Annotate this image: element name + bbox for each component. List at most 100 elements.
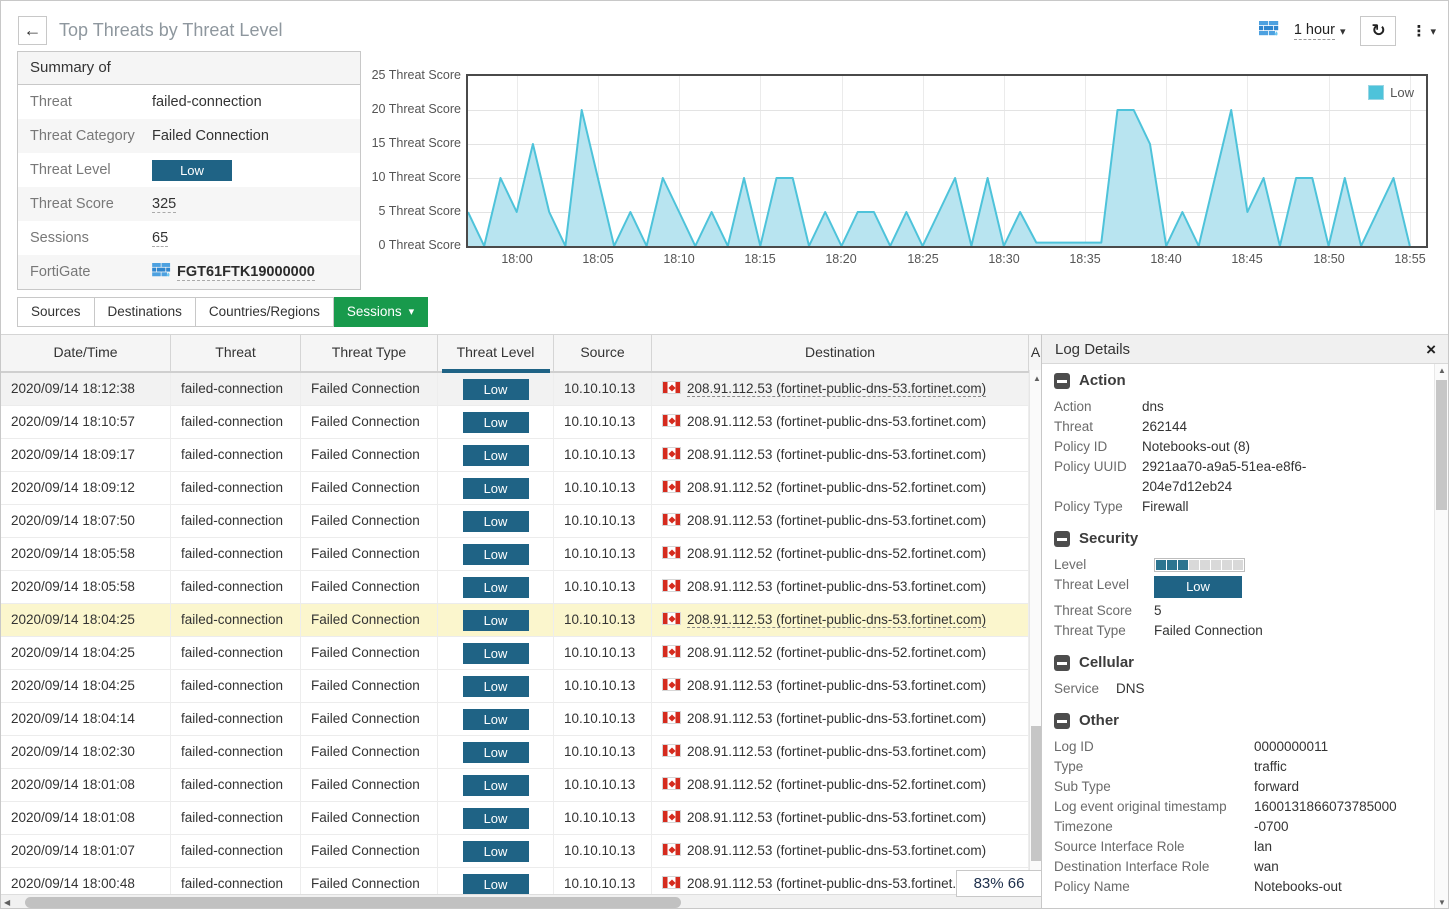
- table-horizontal-scrollbar[interactable]: ◀: [1, 894, 1043, 908]
- destination-link[interactable]: 208.91.112.53 (fortinet-public-dns-53.fo…: [687, 447, 987, 462]
- collapse-section-icon[interactable]: [1054, 654, 1070, 671]
- collapse-section-icon[interactable]: [1054, 712, 1070, 729]
- field-label: Threat Category: [30, 128, 135, 144]
- destination-link[interactable]: 208.91.112.53 (fortinet-public-dns-53.fo…: [687, 744, 987, 759]
- column-header-threat-level[interactable]: Threat Level: [438, 335, 554, 371]
- cell-datetime: 2020/09/14 18:09:17: [1, 439, 171, 471]
- field-label: Timezone: [1054, 819, 1113, 834]
- table-row[interactable]: 2020/09/14 18:09:12 failed-connection Fa…: [1, 472, 1043, 505]
- destination-link[interactable]: 208.91.112.53 (fortinet-public-dns-53.fo…: [687, 414, 987, 429]
- table-row[interactable]: 2020/09/14 18:01:08 failed-connection Fa…: [1, 802, 1043, 835]
- tab-sessions[interactable]: Sessions ▾: [333, 297, 429, 327]
- scroll-up-icon[interactable]: ▲: [1438, 366, 1446, 375]
- scrollbar-thumb[interactable]: [25, 897, 681, 908]
- log-detail-row: Action dns: [1054, 397, 1435, 417]
- table-row[interactable]: 2020/09/14 18:04:25 failed-connection Fa…: [1, 637, 1043, 670]
- destination-link[interactable]: 208.91.112.53 (fortinet-public-dns-53.fo…: [687, 381, 987, 397]
- scrollbar-thumb[interactable]: [1436, 380, 1447, 510]
- table-row[interactable]: 2020/09/14 18:05:58 failed-connection Fa…: [1, 538, 1043, 571]
- table-row[interactable]: 2020/09/14 18:12:38 failed-connection Fa…: [1, 373, 1043, 406]
- back-button[interactable]: ←: [18, 16, 47, 45]
- table-row[interactable]: 2020/09/14 18:09:17 failed-connection Fa…: [1, 439, 1043, 472]
- field-value: forward: [1254, 779, 1300, 794]
- cell-threat-type: Failed Connection: [301, 637, 438, 669]
- column-header-threat[interactable]: Threat: [171, 335, 301, 371]
- gridline: [1003, 76, 1005, 246]
- threat-level-badge: Low: [462, 543, 529, 565]
- field-label: Log ID: [1054, 739, 1094, 754]
- table-row[interactable]: 2020/09/14 18:02:30 failed-connection Fa…: [1, 736, 1043, 769]
- cell-source: 10.10.10.13: [554, 835, 652, 867]
- time-range-dropdown[interactable]: 1 hour ▾: [1293, 22, 1345, 40]
- chart-legend[interactable]: Low: [1368, 85, 1414, 100]
- destination-link[interactable]: 208.91.112.53 (fortinet-public-dns-53.fo…: [687, 810, 987, 825]
- table-row[interactable]: 2020/09/14 18:01:07 failed-connection Fa…: [1, 835, 1043, 868]
- destination-link[interactable]: 208.91.112.53 (fortinet-public-dns-53.fo…: [687, 711, 987, 726]
- destination-link[interactable]: 208.91.112.53 (fortinet-public-dns-53.fo…: [687, 678, 987, 693]
- refresh-button[interactable]: ↻: [1360, 16, 1397, 46]
- destination-link[interactable]: 208.91.112.52 (fortinet-public-dns-52.fo…: [687, 546, 987, 561]
- cell-threat-level: Low: [438, 373, 554, 405]
- collapse-section-icon[interactable]: [1054, 372, 1070, 389]
- log-detail-row: Service DNS: [1054, 679, 1435, 699]
- x-axis-tick: 18:20: [825, 252, 857, 266]
- fortigate-device-link[interactable]: FGT61FTK19000000: [177, 263, 315, 281]
- cell-destination: 208.91.112.53 (fortinet-public-dns-53.fo…: [652, 835, 1029, 867]
- x-axis-tick: 18:10: [663, 252, 695, 266]
- scroll-left-icon[interactable]: ◀: [4, 898, 11, 907]
- table-row[interactable]: 2020/09/14 18:01:08 failed-connection Fa…: [1, 769, 1043, 802]
- tab-destinations[interactable]: Destinations: [94, 297, 196, 327]
- column-header-datetime[interactable]: Date/Time: [1, 335, 171, 371]
- cell-datetime: 2020/09/14 18:04:25: [1, 637, 171, 669]
- sessions-link[interactable]: 65: [152, 229, 169, 247]
- cell-source: 10.10.10.13: [554, 571, 652, 603]
- table-row[interactable]: 2020/09/14 18:07:50 failed-connection Fa…: [1, 505, 1043, 538]
- cell-destination: 208.91.112.53 (fortinet-public-dns-53.fo…: [652, 373, 1029, 405]
- threat-level-badge: Low: [152, 159, 232, 181]
- drilldown-tabs: Sources Destinations Countries/Regions S…: [17, 297, 429, 327]
- column-header-source[interactable]: Source: [554, 335, 652, 371]
- cell-source: 10.10.10.13: [554, 670, 652, 702]
- canada-flag-icon: [662, 480, 681, 493]
- destination-link[interactable]: 208.91.112.53 (fortinet-public-dns-53.fo…: [687, 579, 987, 594]
- collapse-section-icon[interactable]: [1054, 530, 1070, 547]
- cell-destination: 208.91.112.53 (fortinet-public-dns-53.fo…: [652, 802, 1029, 834]
- table-row[interactable]: 2020/09/14 18:04:25 failed-connection Fa…: [1, 670, 1043, 703]
- time-range-label: 1 hour: [1293, 22, 1335, 40]
- scroll-up-icon[interactable]: ▲: [1033, 374, 1041, 383]
- canada-flag-icon: [662, 513, 681, 526]
- column-header-threat-type[interactable]: Threat Type: [301, 335, 438, 371]
- field-value: 1600131866073785000: [1254, 799, 1397, 814]
- threat-level-badge: Low: [462, 477, 529, 499]
- cell-threat-type: Failed Connection: [301, 538, 438, 570]
- destination-link[interactable]: 208.91.112.53 (fortinet-public-dns-53.fo…: [687, 876, 987, 891]
- cell-datetime: 2020/09/14 18:12:38: [1, 373, 171, 405]
- canada-flag-icon: [662, 810, 681, 823]
- table-row[interactable]: 2020/09/14 18:05:58 failed-connection Fa…: [1, 571, 1043, 604]
- scrollbar-thumb[interactable]: [1031, 726, 1042, 861]
- log-detail-row: Timezone -0700: [1054, 817, 1435, 837]
- destination-link[interactable]: 208.91.112.52 (fortinet-public-dns-52.fo…: [687, 645, 987, 660]
- tab-sources[interactable]: Sources: [17, 297, 95, 327]
- close-icon[interactable]: ×: [1426, 339, 1436, 359]
- section-title: Other: [1079, 712, 1120, 729]
- tab-countries-regions[interactable]: Countries/Regions: [195, 297, 334, 327]
- threat-score-link[interactable]: 325: [152, 195, 177, 213]
- destination-link[interactable]: 208.91.112.53 (fortinet-public-dns-53.fo…: [687, 612, 987, 628]
- destination-link[interactable]: 208.91.112.53 (fortinet-public-dns-53.fo…: [687, 843, 987, 858]
- destination-link[interactable]: 208.91.112.53 (fortinet-public-dns-53.fo…: [687, 513, 987, 528]
- destination-link[interactable]: 208.91.112.52 (fortinet-public-dns-52.fo…: [687, 480, 987, 495]
- log-details-scrollbar[interactable]: ▲ ▼: [1434, 364, 1448, 908]
- threat-level-badge: Low: [462, 873, 529, 895]
- scroll-down-icon[interactable]: ▼: [1438, 898, 1446, 907]
- log-detail-row: Policy Type Firewall: [1054, 497, 1435, 517]
- cell-destination: 208.91.112.53 (fortinet-public-dns-53.fo…: [652, 406, 1029, 438]
- field-value: Failed Connection: [152, 128, 269, 144]
- table-row[interactable]: 2020/09/14 18:04:25 failed-connection Fa…: [1, 604, 1043, 637]
- more-menu-button[interactable]: ⋮ ▾: [1411, 22, 1436, 40]
- column-header-destination[interactable]: Destination: [652, 335, 1029, 371]
- table-row[interactable]: 2020/09/14 18:10:57 failed-connection Fa…: [1, 406, 1043, 439]
- table-row[interactable]: 2020/09/14 18:04:14 failed-connection Fa…: [1, 703, 1043, 736]
- field-label: Log event original timestamp: [1054, 799, 1227, 814]
- destination-link[interactable]: 208.91.112.52 (fortinet-public-dns-52.fo…: [687, 777, 987, 792]
